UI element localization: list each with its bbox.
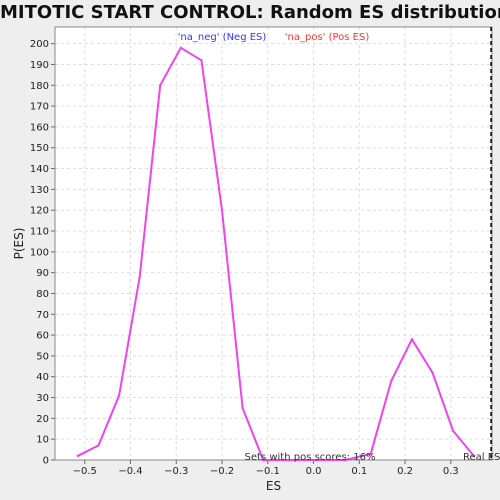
y-tick-label: 180	[30, 81, 49, 92]
series-line	[77, 46, 475, 461]
x-tick-label: 0.0	[306, 466, 322, 477]
data-point	[76, 454, 80, 458]
y-tick-label: 80	[36, 289, 49, 300]
x-tick-label: 0.1	[351, 466, 367, 477]
data-point	[200, 59, 203, 62]
data-point	[472, 454, 475, 458]
y-tick-label: 160	[30, 122, 49, 133]
x-axis-label: ES	[266, 479, 281, 493]
y-tick-label: 120	[30, 206, 49, 217]
data-point	[303, 458, 306, 462]
y-tick-label: 50	[36, 351, 49, 362]
data-point	[390, 379, 393, 383]
y-tick-label: 0	[43, 456, 49, 467]
data-point	[159, 84, 162, 87]
data-point	[323, 458, 327, 462]
x-tick-label: −0.1	[256, 466, 280, 477]
sets-annotation: Sets with pos scores: 16%	[245, 452, 376, 463]
y-tick-label: 60	[36, 331, 49, 342]
y-tick-label: 100	[30, 247, 49, 258]
data-point	[344, 458, 347, 462]
x-tick-label: −0.2	[210, 466, 234, 477]
data-point	[282, 458, 285, 462]
y-tick-label: 150	[30, 143, 49, 154]
data-point	[431, 371, 434, 374]
x-tick-label: −0.3	[164, 466, 188, 477]
x-tick-label: 0.2	[397, 466, 413, 477]
y-tick-label: 30	[36, 393, 49, 404]
y-axis-ticks: 0 10 20 30 40 50 60 70 80 90 100 110 120 130 140 150 160…	[30, 39, 55, 467]
data-point	[97, 444, 100, 447]
data-point	[179, 46, 183, 50]
y-tick-label: 110	[30, 227, 49, 238]
x-tick-label: −0.5	[73, 466, 97, 477]
y-tick-label: 10	[36, 435, 49, 446]
legend-entry-neg: 'na_neg' (Neg ES)	[178, 32, 267, 43]
y-tick-label: 70	[36, 310, 49, 321]
y-axis-label: P(ES)	[12, 228, 26, 260]
y-tick-label: 190	[30, 60, 49, 71]
data-point	[369, 452, 372, 455]
x-tick-label: 0.3	[443, 466, 459, 477]
y-tick-label: 170	[30, 102, 49, 113]
data-point	[220, 208, 224, 212]
y-tick-label: 20	[36, 414, 49, 425]
grid	[55, 27, 492, 461]
data-point	[262, 458, 265, 462]
y-tick-label: 200	[30, 39, 49, 50]
x-tick-label: −0.4	[118, 466, 142, 477]
y-tick-label: 40	[36, 372, 49, 383]
series-layer	[76, 46, 475, 462]
y-tick-label: 130	[30, 185, 49, 196]
data-point	[117, 394, 121, 397]
data-point	[410, 338, 414, 341]
x-axis-ticks: −0.5 −0.4 −0.3 −0.2 −0.1 0.0 0.1 0.2 0.3	[73, 460, 459, 477]
data-point	[241, 406, 244, 410]
data-point	[138, 275, 141, 279]
y-tick-label: 90	[36, 268, 49, 279]
real-es-label: Real ES	[463, 452, 500, 463]
chart-title: MITOTIC START CONTROL: Random ES distrib…	[0, 2, 500, 23]
plot-area	[55, 27, 492, 460]
data-point	[451, 429, 455, 433]
y-tick-label: 140	[30, 164, 49, 175]
legend-entry-pos: 'na_pos' (Pos ES)	[285, 32, 370, 43]
